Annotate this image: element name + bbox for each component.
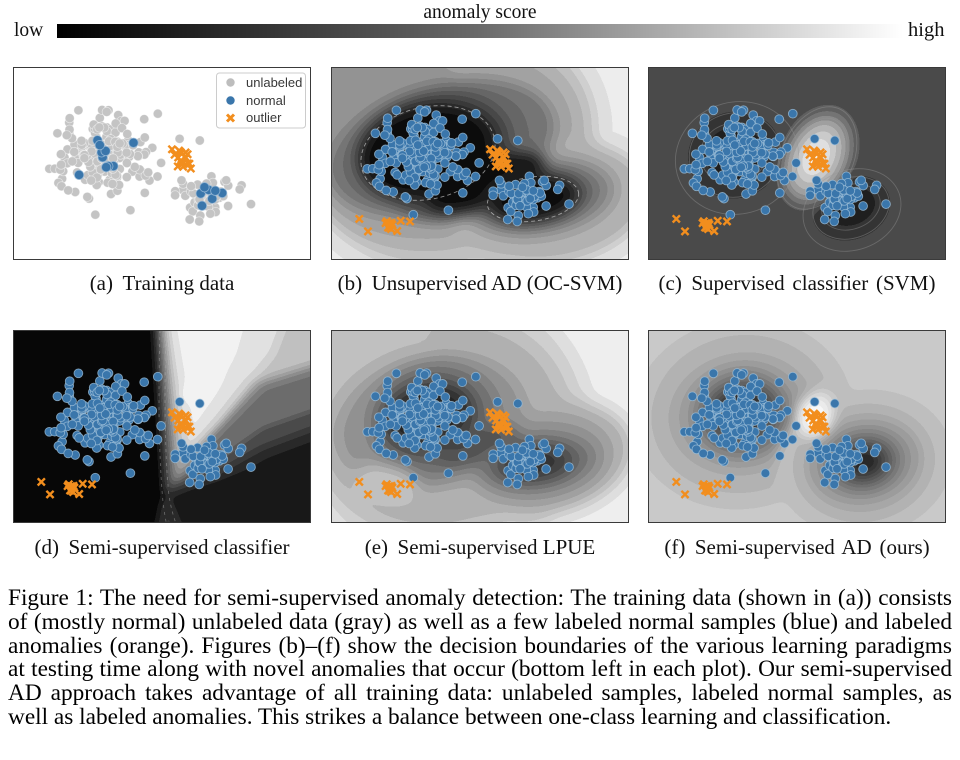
- svg-text:unlabeled: unlabeled: [246, 75, 302, 90]
- svg-text:outlier: outlier: [246, 110, 282, 125]
- svg-text:normal: normal: [246, 93, 286, 108]
